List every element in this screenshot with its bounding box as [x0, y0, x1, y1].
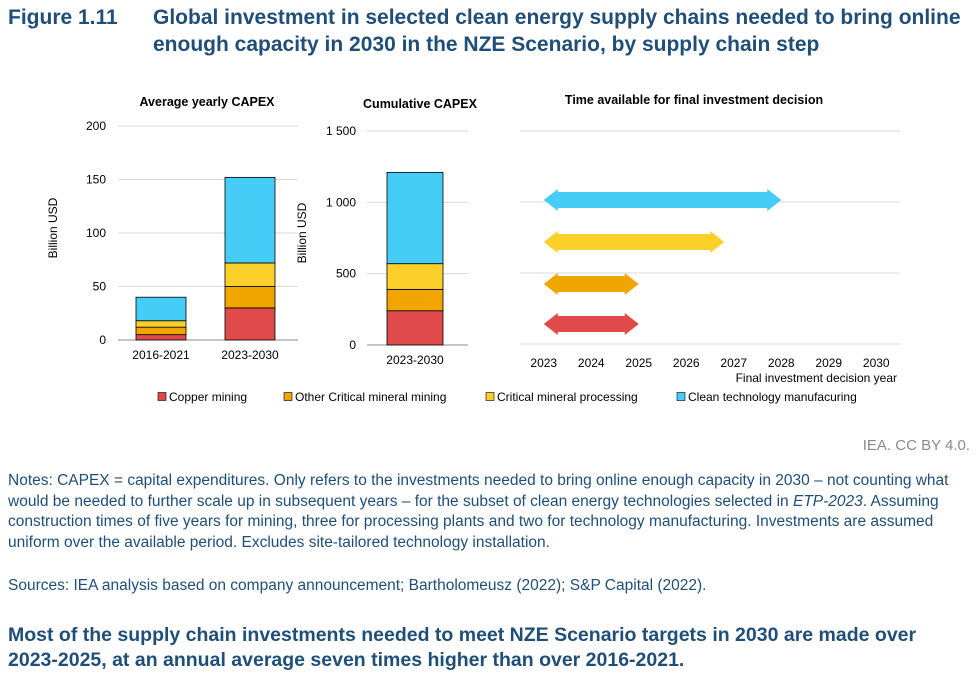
x-tick-label-c0-0: 2016-2021	[132, 348, 190, 362]
legend-label-1: Other Critical mineral mining	[295, 390, 446, 404]
y-tick-label-c0-3: 150	[86, 173, 106, 187]
bar-segment-c0-1-2	[224, 262, 276, 287]
bar-segment-c0-1-0	[224, 307, 276, 341]
chart-title-c1: Cumulative CAPEX	[363, 97, 478, 111]
legend-label-3: Clean technology manufacuring	[688, 390, 857, 404]
key-takeaway: Most of the supply chain investments nee…	[8, 624, 917, 671]
bar-segment-c1-0-1	[386, 288, 444, 312]
legend-label-0: Copper mining	[169, 390, 247, 404]
figure-title: Global investment in selected clean ener…	[153, 6, 961, 56]
charts-area: 0 50 100 150 200 Average yearly CAPEX Billion …	[46, 93, 900, 404]
y-tick-label-c0-2: 100	[86, 226, 106, 240]
bar-segment-c0-0-3	[135, 296, 187, 322]
legend-label-2: Critical mineral processing	[497, 390, 638, 404]
y-tick-label-c1-2: 1 000	[326, 195, 356, 209]
y-tick-label-c1-0: 0	[349, 338, 356, 352]
legend-swatch-1	[283, 392, 293, 401]
x-tick-label-c0-1: 2023-2030	[221, 348, 279, 362]
y-tick-label-c1-3: 1 500	[326, 124, 356, 138]
x-tick-label-c2-6: 2029	[815, 356, 842, 370]
bar-segment-c0-0-1	[135, 326, 187, 336]
legend-swatch-2	[485, 392, 495, 401]
range-arrow-0	[543, 189, 782, 211]
x-tick-label-c2-1: 2024	[578, 356, 605, 370]
notes-text-italic: ETP-2023	[792, 492, 863, 510]
x-tick-label-c2-0: 2023	[530, 356, 557, 370]
y-tick-label-c1-1: 500	[336, 267, 356, 281]
notes-paragraph: Notes: CAPEX = capital expenditures. Onl…	[8, 471, 970, 553]
x-tick-label-c2-3: 2026	[673, 356, 700, 370]
chart-title-c0: Average yearly CAPEX	[139, 95, 275, 109]
bar-segment-c0-1-3	[224, 176, 276, 264]
notes-text-before: Notes: CAPEX = capital expenditures. Onl…	[8, 472, 949, 510]
x-tick-label-c2-5: 2028	[768, 356, 795, 370]
notes-text-after: . Assuming construction times of five ye…	[8, 492, 939, 551]
figure-label: Figure 1.11	[8, 6, 118, 29]
bar-segment-c0-1-1	[224, 286, 276, 309]
sources-line: Sources: IEA analysis based on company a…	[8, 577, 707, 594]
y-tick-label-c0-1: 50	[93, 280, 107, 294]
x-axis-label-c2: Final investment decision year	[736, 371, 897, 385]
x-tick-label-c2-2: 2025	[625, 356, 652, 370]
bar-segment-c0-0-2	[135, 320, 187, 328]
y-axis-label-c0: Billion USD	[46, 197, 60, 258]
chart-title-c2: Time available for final investment deci…	[565, 93, 823, 107]
credit-line: IEA. CC BY 4.0.	[862, 437, 970, 454]
legend-swatch-0	[157, 392, 167, 401]
x-tick-label-c2-4: 2027	[720, 356, 747, 370]
x-tick-label-c2-7: 2030	[863, 356, 890, 370]
range-arrow-2	[543, 273, 639, 295]
bar-segment-c1-0-0	[386, 310, 444, 346]
bar-segment-c1-0-2	[386, 263, 444, 290]
bar-segment-c1-0-3	[386, 171, 444, 265]
bar-segment-c0-0-0	[135, 334, 187, 341]
range-arrow-3	[543, 313, 639, 335]
range-arrow-1	[543, 231, 725, 253]
legend-swatch-3	[676, 392, 686, 401]
y-tick-label-c0-4: 200	[86, 119, 106, 133]
x-tick-label-c1-0: 2023-2030	[386, 353, 444, 367]
y-tick-label-c0-0: 0	[99, 333, 106, 347]
y-axis-label-c1: Billion USD	[295, 202, 309, 263]
